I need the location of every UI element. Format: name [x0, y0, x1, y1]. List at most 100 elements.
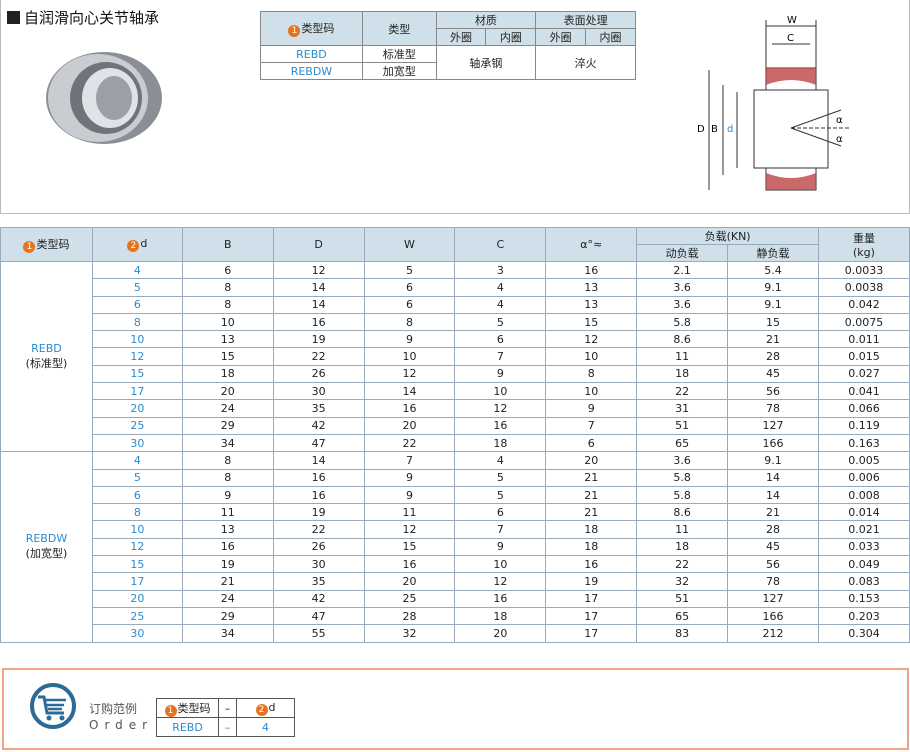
cell: 4	[91, 260, 183, 280]
cell: 0.049	[817, 555, 910, 574]
cell: 0.021	[817, 520, 910, 539]
cell: 19	[181, 555, 274, 574]
cell: 17	[91, 382, 183, 401]
cell: 26	[272, 364, 365, 384]
cell: 8	[181, 468, 274, 487]
cell: 0.033	[817, 537, 910, 557]
dim-B: B	[711, 124, 718, 135]
cell: 8	[91, 503, 183, 522]
cell: 21	[727, 503, 819, 522]
table-row: 15 19 30 16 10 16 22 56 0.049	[1, 555, 910, 574]
cell: 19	[272, 503, 365, 522]
cell: 0.0075	[817, 312, 910, 332]
spec-surface: 淬火	[535, 45, 636, 80]
cell: 12	[363, 364, 456, 384]
cell: 12	[363, 520, 456, 539]
cell: 13	[181, 520, 274, 539]
cell: 2.1	[636, 260, 729, 280]
cell: 6	[181, 260, 274, 280]
cell: 32	[636, 572, 729, 591]
spec-type: 标准型	[361, 45, 437, 63]
cell: 21	[545, 503, 638, 522]
dim-d: d	[727, 124, 733, 135]
spec-table: 1 类型码 类型 材质 表面处理 外圈 内圈 外圈 内圈 REBD 标准型 轴承钢 淬火…	[260, 11, 636, 80]
group-label: REBDW (加宽型)	[0, 451, 93, 643]
th-W: W	[363, 227, 456, 262]
cell: 0.041	[817, 382, 910, 401]
cell: 0.042	[817, 295, 910, 314]
cell: 5	[363, 260, 456, 280]
cell: 16	[272, 312, 365, 332]
cell: 3.6	[636, 295, 729, 314]
cell: 12	[91, 537, 183, 557]
cell: 20	[363, 572, 456, 591]
order-code: REBD	[156, 717, 219, 737]
table-row: 25 29 42 20 16 7 51 127 0.119	[1, 416, 910, 435]
spec-h-code: 1 类型码	[260, 11, 363, 46]
cell: 0.119	[817, 416, 910, 435]
dim-C: C	[787, 33, 794, 44]
cell: 19	[272, 330, 365, 349]
cell: 20	[91, 399, 183, 418]
cell: 12	[545, 330, 638, 349]
cell: 28	[363, 606, 456, 626]
cell: 21	[181, 572, 274, 591]
cell: 16	[272, 485, 365, 505]
table-row: 30 34 47 22 18 6 65 166 0.163	[1, 433, 910, 453]
cell: 9.1	[727, 278, 819, 297]
cell: 16	[545, 260, 638, 280]
table-row: 30 34 55 32 20 17 83 212 0.304	[1, 624, 910, 643]
cell: 0.014	[817, 503, 910, 522]
cell: 15	[727, 312, 819, 332]
cell: 6	[545, 433, 638, 453]
cell: 22	[272, 347, 365, 366]
dim-W: W	[787, 15, 797, 26]
cell: 7	[454, 347, 547, 366]
spec-material: 轴承钢	[435, 45, 537, 80]
cell: 18	[545, 520, 638, 539]
cell: 15	[545, 312, 638, 332]
cell: 15	[363, 537, 456, 557]
order-d: 4	[236, 717, 295, 737]
cell: 9	[363, 485, 456, 505]
order-dash: –	[218, 698, 237, 718]
spec-h-outer: 外圈	[435, 28, 487, 46]
cell: 6	[363, 278, 456, 297]
spec-code: REBDW	[260, 62, 363, 80]
cell: 8.6	[636, 330, 729, 349]
cell: 65	[636, 433, 729, 453]
cell: 83	[636, 624, 729, 643]
cell: 9.1	[727, 451, 819, 470]
cell: 9	[363, 468, 456, 487]
cell: 6	[363, 295, 456, 314]
cell: 56	[727, 382, 819, 401]
table-row: 17 21 35 20 12 19 32 78 0.083	[1, 572, 910, 591]
cell: 17	[91, 572, 183, 591]
spec-h-type: 类型	[361, 11, 437, 46]
bearing-drawing: W C α α D B d	[697, 15, 851, 191]
cell: 8	[181, 451, 274, 470]
cell: 10	[454, 382, 547, 401]
cell: 8	[363, 312, 456, 332]
cell: 5.8	[636, 312, 729, 332]
cell: 166	[727, 606, 819, 626]
table-row: 12 16 26 15 9 18 18 45 0.033	[1, 537, 910, 557]
cell: 16	[363, 399, 456, 418]
spec-type: 加宽型	[361, 62, 437, 80]
cell: 11	[636, 347, 729, 366]
cell: 14	[363, 382, 456, 401]
table-row: 5 8 16 9 5 21 5.8 14 0.006	[1, 468, 910, 487]
cell: 0.005	[817, 451, 910, 470]
cell: 20	[91, 589, 183, 608]
cell: 127	[727, 416, 819, 435]
dim-D: D	[697, 124, 705, 135]
cell: 5.8	[636, 468, 729, 487]
cell: 10	[91, 330, 183, 349]
cell: 10	[181, 312, 274, 332]
spec-h-inner2: 内圈	[585, 28, 636, 46]
cell: 35	[272, 399, 365, 418]
order-label-en: Order	[89, 718, 154, 732]
cell: 0.304	[817, 624, 910, 643]
cell: 34	[181, 624, 274, 643]
cell: 14	[727, 468, 819, 487]
